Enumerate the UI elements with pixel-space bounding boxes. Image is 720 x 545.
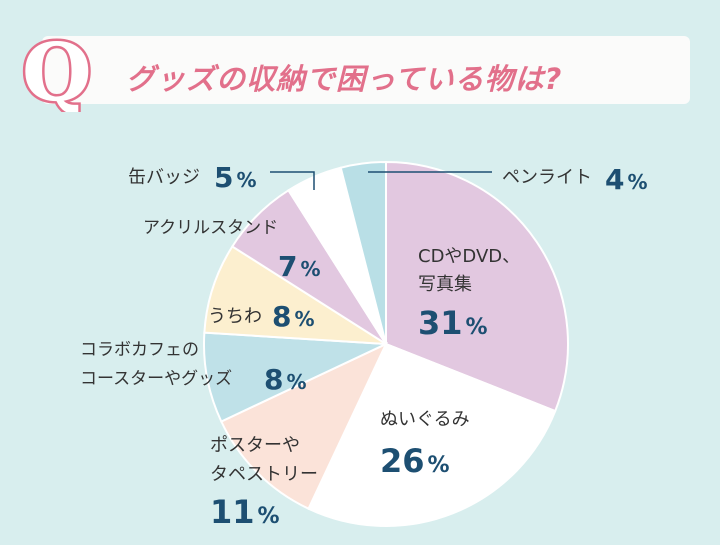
- label-collab-cafe: コラボカフェの コースターやグッズ 8%: [80, 340, 307, 396]
- pie-slice-1: [307, 342, 557, 527]
- svg-text:写真集: 写真集: [418, 274, 472, 295]
- q-badge: Q: [20, 28, 95, 112]
- label-can-badge: 缶バッジ 5%: [128, 161, 257, 194]
- pie-slice-3: [203, 331, 387, 423]
- svg-text:31%: 31%: [418, 304, 488, 342]
- svg-text:アクリルスタンド: アクリルスタンド: [143, 218, 278, 238]
- label-cd-dvd: CDやDVD、 写真集 31%: [418, 246, 520, 342]
- pie-slice-4: [203, 245, 387, 345]
- q-letter: Q: [22, 28, 92, 112]
- svg-text:ペンライト: ペンライト: [502, 167, 592, 188]
- svg-text:8%: 8%: [272, 300, 315, 333]
- pie-slices: [203, 160, 569, 527]
- svg-text:缶バッジ: 缶バッジ: [128, 167, 200, 188]
- svg-text:うちわ: うちわ: [208, 306, 262, 327]
- chart-title: グッズの収納で困っている物は?: [126, 62, 563, 96]
- label-uchiwa: うちわ 8%: [208, 300, 315, 333]
- label-penlight: ペンライト 4%: [502, 163, 648, 196]
- svg-text:CDやDVD、: CDやDVD、: [418, 246, 520, 267]
- svg-text:26%: 26%: [380, 442, 450, 480]
- label-acrylic-stand: アクリルスタンド 7%: [143, 218, 321, 283]
- svg-text:ぬいぐるみ: ぬいぐるみ: [380, 409, 470, 430]
- label-plush: ぬいぐるみ 26%: [380, 409, 470, 480]
- svg-text:5%: 5%: [214, 161, 257, 194]
- label-poster: ポスターや タペストリー 11%: [210, 435, 318, 531]
- svg-text:コラボカフェの: コラボカフェの: [80, 340, 199, 360]
- svg-text:4%: 4%: [605, 163, 648, 196]
- svg-text:7%: 7%: [278, 250, 321, 283]
- svg-text:11%: 11%: [210, 493, 280, 531]
- svg-text:タペストリー: タペストリー: [210, 464, 318, 485]
- pie-slice-7: [339, 160, 387, 345]
- leader-lines: [270, 171, 492, 190]
- leader-can-badge: [270, 171, 315, 190]
- pie-slice-0: [385, 160, 569, 413]
- title-banner: [42, 36, 690, 104]
- pie-slice-2: [219, 341, 389, 511]
- svg-text:8%: 8%: [264, 363, 307, 396]
- svg-text:コースターやグッズ: コースターやグッズ: [80, 369, 232, 389]
- svg-text:ポスターや: ポスターや: [210, 435, 300, 456]
